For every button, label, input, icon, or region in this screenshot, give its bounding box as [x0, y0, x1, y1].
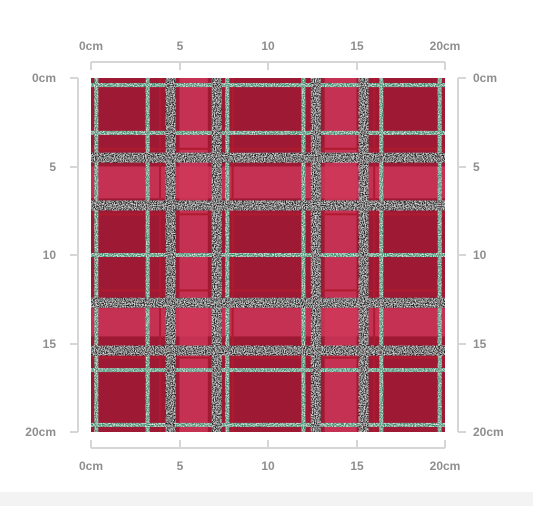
- black-line-horizontal-3: [91, 345, 445, 356]
- ruler-bottom: 0cm 5 10 15 20cm: [79, 440, 460, 473]
- light-band-horizontal-0: [91, 166, 445, 199]
- black-line-horizontal-0: [91, 152, 445, 163]
- ruler-top: 0cm 5 10 15 20cm: [79, 39, 460, 70]
- ruler-bottom-label-20: 20cm: [430, 459, 461, 473]
- black-line-vertical-2: [310, 78, 321, 432]
- swatch-black-lines: [91, 78, 445, 432]
- ruler-bottom-label-5: 5: [177, 459, 184, 473]
- footer-bar: [0, 492, 533, 506]
- ruler-right: 0cm 5 10 15 20cm: [457, 71, 504, 439]
- ruler-bottom-label-0: 0cm: [79, 459, 103, 473]
- black-line-vertical-3: [358, 78, 369, 432]
- ruler-top-label-10: 10: [261, 39, 275, 53]
- ruler-top-label-20: 20cm: [430, 39, 461, 53]
- black-line-vertical-0: [165, 78, 176, 432]
- ruler-top-label-15: 15: [350, 39, 364, 53]
- red-line-horizontal-0: [91, 147, 445, 150]
- ruler-right-label-5: 5: [473, 160, 480, 174]
- ruler-top-label-5: 5: [177, 39, 184, 53]
- ruler-left-label-5: 5: [49, 160, 56, 174]
- red-line-horizontal-2: [91, 289, 445, 292]
- swatch-green-lines: [91, 78, 445, 432]
- red-line-horizontal-3: [91, 356, 445, 359]
- black-line-vertical-1: [211, 78, 222, 432]
- black-line-horizontal-2: [91, 297, 445, 308]
- green-line-horizontal-0: [91, 83, 445, 88]
- ruler-left: 0cm 5 10 15 20cm: [25, 71, 79, 439]
- ruler-right-label-10: 10: [473, 248, 487, 262]
- black-line-horizontal-1: [91, 200, 445, 211]
- green-line-horizontal-2: [91, 253, 445, 257]
- green-line-horizontal-1: [91, 130, 445, 135]
- ruler-left-label-20: 20cm: [25, 425, 56, 439]
- ruler-left-label-10: 10: [43, 248, 57, 262]
- ruler-right-label-0: 0cm: [473, 71, 497, 85]
- ruler-top-label-0: 0cm: [79, 39, 103, 53]
- green-line-horizontal-3: [91, 368, 445, 373]
- ruler-right-label-20: 20cm: [473, 425, 504, 439]
- ruler-left-label-15: 15: [43, 337, 57, 351]
- pattern-swatch: [91, 78, 445, 432]
- red-line-horizontal-1: [91, 213, 445, 216]
- ruler-bottom-label-10: 10: [261, 459, 275, 473]
- green-line-horizontal-4: [91, 422, 445, 427]
- ruler-left-label-0: 0cm: [32, 71, 56, 85]
- light-band-horizontal-1: [91, 308, 445, 337]
- ruler-right-label-15: 15: [473, 337, 487, 351]
- ruler-bottom-label-15: 15: [350, 459, 364, 473]
